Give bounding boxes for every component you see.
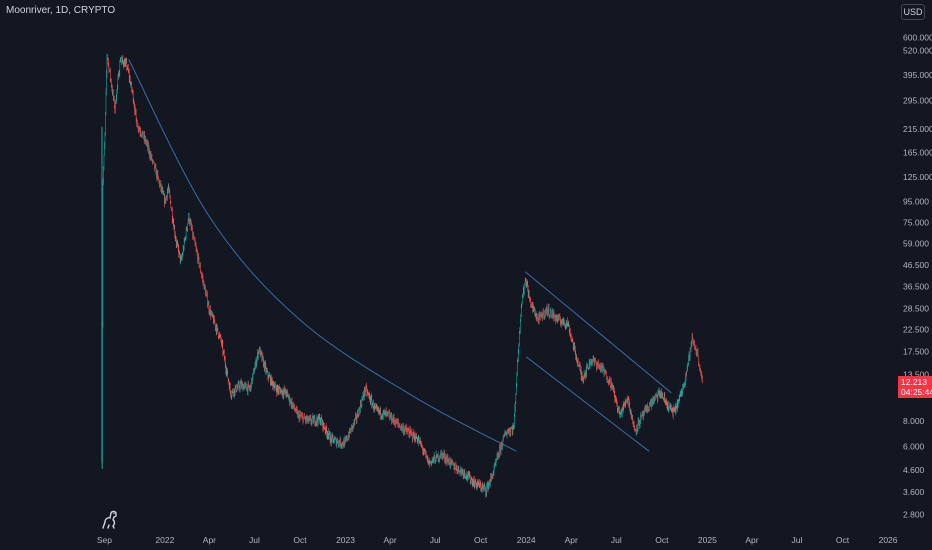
candlestick-series (101, 53, 703, 498)
y-tick-label: 8.000 (903, 416, 925, 426)
y-tick-label: 28.500 (903, 303, 929, 313)
x-tick-label: 2023 (336, 535, 355, 545)
symbol-title: Moonriver, 1D, CRYPTO (6, 5, 116, 16)
x-tick-label: Oct (836, 535, 850, 545)
y-tick-label: 3.600 (903, 487, 925, 497)
y-tick-label: 59.000 (903, 239, 929, 249)
x-tick-label: 2022 (155, 535, 174, 545)
y-tick-label: 6.000 (903, 442, 925, 452)
x-tick-label: Jul (792, 535, 803, 545)
x-tick-label: Oct (293, 535, 307, 545)
y-tick-label: 295.000 (903, 96, 932, 106)
y-tick-label: 4.600 (903, 465, 925, 475)
y-tick-label: 46.500 (903, 260, 929, 270)
price-axis[interactable]: 600.000 520.000 395.000 295.000 215.000 165.0… (903, 33, 932, 520)
y-tick-label: 125.000 (903, 172, 932, 182)
y-tick-label: 17.500 (903, 347, 929, 357)
x-tick-label: Apr (203, 535, 216, 545)
x-tick-label: Oct (655, 535, 669, 545)
x-tick-label: Jul (611, 535, 622, 545)
y-tick-label: 75.000 (903, 217, 929, 227)
x-tick-label: Apr (745, 535, 758, 545)
x-tick-label: Sep (97, 535, 112, 545)
x-tick-label: 2024 (517, 535, 536, 545)
x-tick-label: 2026 (879, 535, 898, 545)
last-price-tag: 12.213 04:25:44 (898, 376, 932, 398)
y-tick-label: 2.800 (903, 509, 925, 519)
trendline-drawings (128, 59, 672, 452)
time-axis[interactable]: Sep 2022 Apr Jul Oct 2023 Apr Jul Oct 2024 Apr Jul O… (97, 535, 898, 545)
y-tick-label: 95.000 (903, 196, 929, 206)
currency-button[interactable]: USD (901, 4, 925, 20)
x-tick-label: Apr (383, 535, 396, 545)
bar-countdown: 04:25:44 (901, 387, 932, 397)
dinosaur-icon[interactable] (99, 510, 121, 530)
trendline-1 (128, 59, 517, 452)
y-tick-label: 395.000 (903, 70, 932, 80)
x-tick-label: Jul (430, 535, 441, 545)
x-tick-label: Jul (249, 535, 260, 545)
x-tick-label: 2025 (698, 535, 717, 545)
trendline-3 (525, 356, 650, 452)
trendline-2 (524, 271, 672, 394)
y-tick-label: 520.000 (903, 45, 932, 55)
y-tick-label: 36.500 (903, 281, 929, 291)
x-tick-label: Apr (565, 535, 578, 545)
last-price-value: 12.213 (901, 377, 927, 387)
y-tick-label: 22.500 (903, 324, 929, 334)
y-tick-label: 13.500 (903, 370, 929, 380)
y-tick-label: 165.000 (903, 147, 932, 157)
x-tick-label: Oct (474, 535, 488, 545)
y-tick-label: 600.000 (903, 33, 932, 43)
y-tick-label: 215.000 (903, 124, 932, 134)
